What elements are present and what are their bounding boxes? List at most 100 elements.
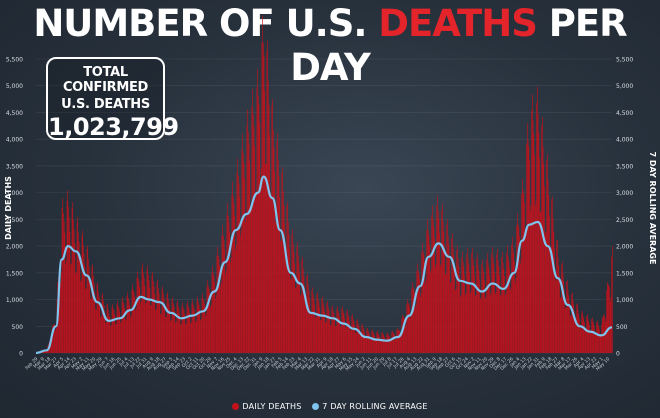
bar [121, 300, 123, 353]
bar [377, 331, 378, 353]
bar [568, 295, 570, 353]
bar [215, 295, 217, 353]
bar [381, 333, 383, 353]
bar [329, 314, 330, 353]
bar [274, 171, 276, 353]
bar [406, 304, 408, 353]
bar [320, 320, 321, 353]
bar [517, 213, 518, 353]
bar [70, 263, 72, 353]
bar [152, 271, 153, 353]
bar [149, 287, 151, 353]
bar [51, 329, 53, 353]
bar [254, 145, 256, 353]
bar [228, 222, 230, 353]
bar [504, 275, 505, 353]
bar [211, 272, 213, 353]
bar [208, 288, 210, 353]
bar [519, 263, 521, 353]
bar [276, 140, 278, 353]
bar [502, 251, 503, 353]
y-tick-label-left: 3,500 [6, 163, 23, 170]
bar [544, 185, 545, 353]
bar [103, 305, 105, 353]
bar [333, 313, 335, 353]
bar [372, 329, 373, 353]
bar [362, 327, 364, 353]
bar [210, 305, 212, 353]
bar [343, 313, 345, 353]
bar [253, 126, 255, 353]
bar [537, 86, 538, 353]
bar [504, 295, 506, 353]
bar [392, 332, 394, 353]
bar [383, 335, 385, 353]
y-tick-label-right: 0 [616, 351, 620, 358]
bar [579, 328, 581, 353]
bar [162, 286, 163, 353]
bar [237, 158, 238, 353]
bar [411, 288, 413, 353]
bar [513, 253, 515, 353]
bar [314, 304, 315, 353]
bar [441, 210, 443, 353]
bar [562, 273, 564, 353]
bar [50, 340, 52, 353]
bar [607, 281, 608, 353]
bar [366, 329, 368, 353]
bar [586, 316, 587, 353]
bar [62, 198, 64, 353]
bar [83, 253, 85, 353]
bar [132, 284, 133, 353]
bar [83, 245, 84, 353]
bar [567, 280, 568, 353]
bar [239, 197, 241, 353]
bar [479, 279, 480, 353]
bar [514, 261, 515, 353]
bar [346, 311, 348, 353]
bar [416, 271, 418, 353]
bar [86, 248, 88, 353]
bar [533, 134, 535, 353]
bar [385, 341, 387, 353]
bar [294, 263, 296, 353]
bar [85, 288, 87, 353]
bar [263, 55, 265, 353]
bar [150, 304, 152, 353]
bar [125, 320, 126, 353]
bar [110, 325, 112, 353]
bar [208, 286, 209, 353]
bar [310, 314, 312, 353]
bar [140, 303, 141, 353]
bar [524, 237, 526, 353]
bar [466, 254, 468, 353]
bar [94, 291, 96, 353]
bar [125, 318, 127, 353]
bar [452, 247, 454, 353]
bar [501, 257, 503, 353]
y-tick-label-right: 1,000 [616, 297, 633, 304]
bar [188, 306, 189, 353]
bar [270, 196, 271, 353]
bar [281, 173, 283, 353]
bar [107, 303, 109, 353]
bar [175, 322, 177, 353]
bar [488, 267, 490, 353]
bar [351, 315, 353, 353]
bar [417, 263, 418, 353]
bar [133, 289, 134, 353]
bar [584, 330, 586, 353]
bar [317, 298, 319, 353]
bar [285, 259, 286, 353]
bar [138, 281, 140, 353]
bar [576, 304, 577, 353]
bar [322, 296, 323, 353]
bar [332, 305, 333, 353]
bar [233, 196, 234, 353]
bar [318, 302, 320, 353]
bar [397, 330, 399, 353]
bar [596, 321, 597, 353]
bar [80, 281, 81, 353]
bar [207, 280, 208, 353]
bar [221, 235, 223, 353]
